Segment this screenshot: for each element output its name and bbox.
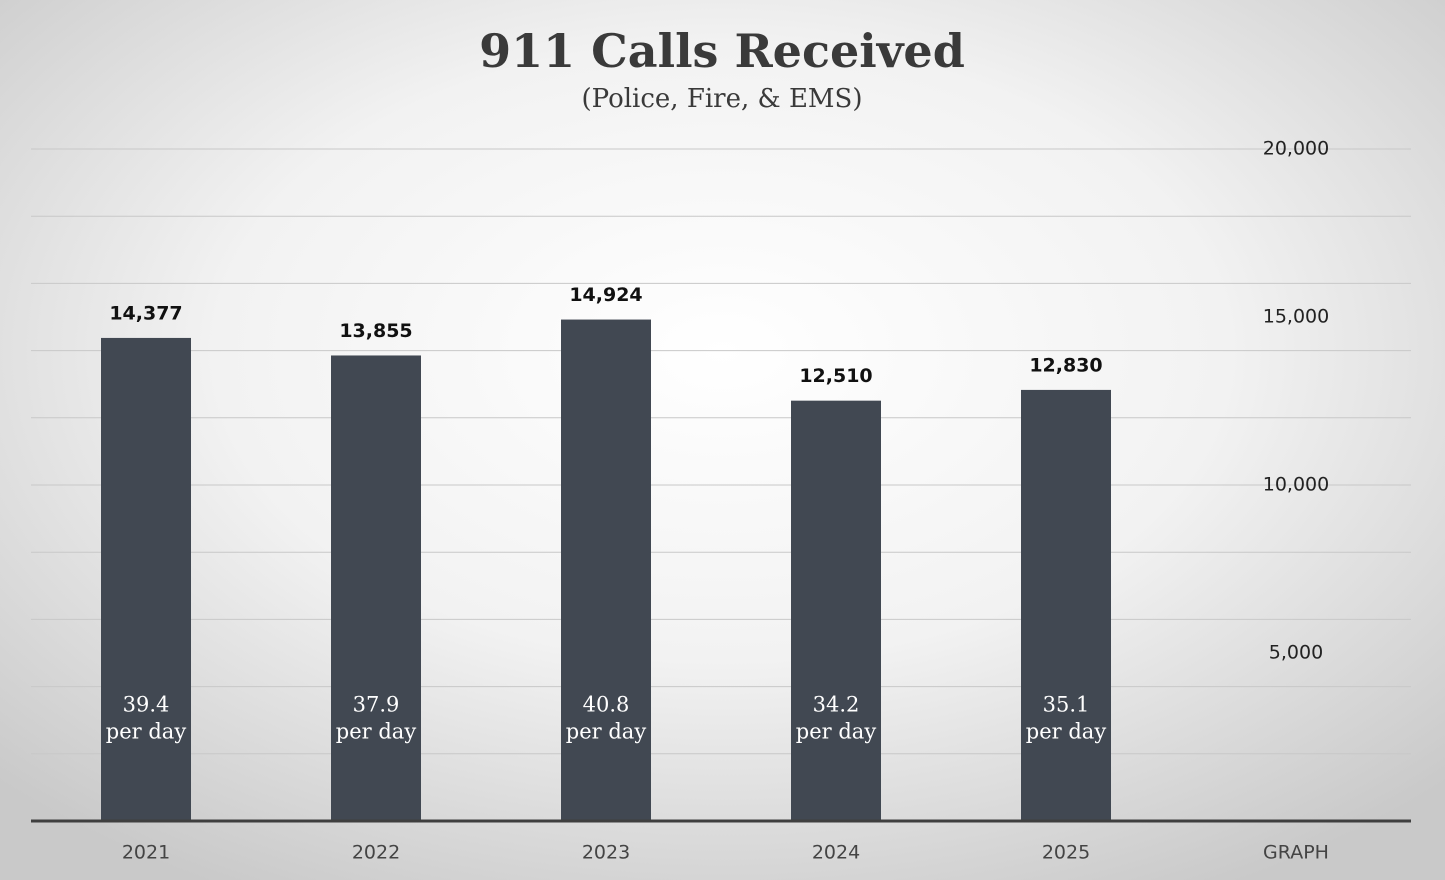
bar bbox=[561, 319, 651, 821]
value-label: 12,830 bbox=[1029, 354, 1102, 376]
bar bbox=[1021, 389, 1111, 821]
per-day-value: 40.8 bbox=[583, 693, 630, 717]
per-day-text: per day bbox=[796, 720, 877, 744]
chart-title: 911 Calls Received bbox=[479, 24, 965, 78]
bar bbox=[791, 400, 881, 821]
value-label: 12,510 bbox=[799, 365, 872, 387]
per-day-text: per day bbox=[106, 720, 187, 744]
x-tick-label: 2022 bbox=[352, 842, 400, 864]
per-day-text: per day bbox=[336, 720, 417, 744]
per-day-value: 37.9 bbox=[353, 693, 400, 717]
bar bbox=[101, 337, 191, 821]
value-label: 14,924 bbox=[569, 284, 642, 306]
chart-subtitle: (Police, Fire, & EMS) bbox=[581, 84, 862, 114]
per-day-value: 34.2 bbox=[813, 693, 860, 717]
value-label: 13,855 bbox=[339, 320, 412, 342]
per-day-value: 39.4 bbox=[123, 693, 170, 717]
value-label: 14,377 bbox=[109, 302, 182, 324]
per-day-text: per day bbox=[1026, 720, 1107, 744]
x-tick-label: 2023 bbox=[582, 842, 630, 864]
bar bbox=[331, 355, 421, 821]
per-day-text: per day bbox=[566, 720, 647, 744]
x-tick-label: GRAPH bbox=[1263, 842, 1329, 864]
x-tick-label: 2021 bbox=[122, 842, 170, 864]
y-tick-label: 20,000 bbox=[1263, 138, 1329, 160]
y-tick-label: 5,000 bbox=[1269, 642, 1323, 664]
y-tick-label: 10,000 bbox=[1263, 474, 1329, 496]
per-day-value: 35.1 bbox=[1043, 693, 1090, 717]
x-tick-label: 2025 bbox=[1042, 842, 1090, 864]
x-tick-label: 2024 bbox=[812, 842, 860, 864]
y-tick-label: 15,000 bbox=[1263, 306, 1329, 328]
